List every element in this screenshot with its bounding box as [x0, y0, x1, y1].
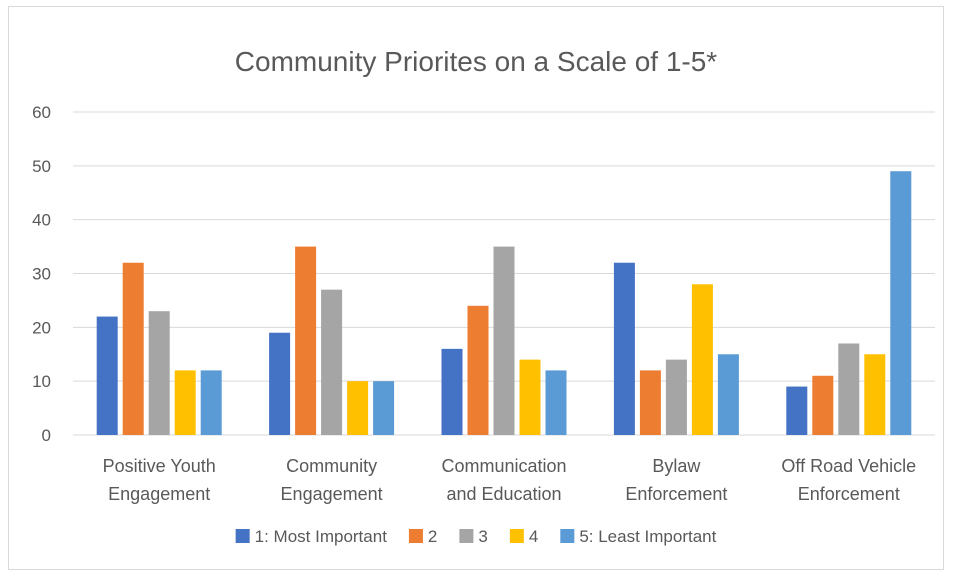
x-category-label: Engagement — [281, 484, 383, 504]
bar — [200, 370, 222, 435]
y-tick-label: 20 — [32, 318, 51, 337]
legend-label: 4 — [529, 527, 538, 546]
bar — [890, 171, 912, 435]
bar — [786, 386, 808, 435]
y-tick-label: 40 — [32, 211, 51, 230]
bars — [96, 171, 912, 435]
x-category-label: Community — [286, 456, 377, 476]
x-category-label: Bylaw — [652, 456, 701, 476]
y-tick-label: 10 — [32, 372, 51, 391]
chart-title: Community Priorites on a Scale of 1-5* — [235, 46, 718, 77]
y-tick-label: 30 — [32, 265, 51, 284]
bar — [295, 246, 317, 435]
bar — [321, 289, 343, 435]
bar — [441, 348, 463, 435]
bar — [174, 370, 196, 435]
bar — [148, 311, 170, 435]
bar — [812, 375, 834, 435]
bar — [838, 343, 860, 435]
y-axis-ticks: 0 10 20 30 40 50 60 — [32, 103, 51, 445]
bar — [519, 359, 541, 435]
bar — [613, 262, 635, 435]
x-category-label: Positive Youth — [103, 456, 216, 476]
legend-swatch — [408, 529, 423, 543]
bar — [96, 316, 118, 435]
bar — [493, 246, 515, 435]
bar — [717, 354, 739, 435]
legend-label: 5: Least Important — [579, 527, 716, 546]
legend-swatch — [509, 529, 524, 543]
bar — [691, 284, 713, 435]
legend-swatch — [560, 529, 575, 543]
bar — [122, 262, 144, 435]
y-tick-label: 0 — [42, 426, 51, 445]
x-category-label: Communication — [441, 456, 566, 476]
legend-label: 3 — [478, 527, 487, 546]
x-category-label: Enforcement — [625, 484, 727, 504]
bar — [373, 381, 395, 435]
y-tick-label: 50 — [32, 157, 51, 176]
legend-label: 1: Most Important — [255, 527, 388, 546]
bar — [467, 305, 489, 435]
bar-chart: Community Priorites on a Scale of 1-5* 0… — [32, 46, 935, 546]
x-category-label: and Education — [446, 484, 561, 504]
chart-frame: Community Priorites on a Scale of 1-5* 0… — [8, 6, 944, 570]
legend: 1: Most Important 2 3 4 5: Least Important — [235, 527, 717, 546]
y-tick-label: 60 — [32, 103, 51, 122]
x-category-label: Off Road Vehicle — [781, 456, 916, 476]
legend-swatch — [459, 529, 474, 543]
bar — [639, 370, 661, 435]
x-category-label: Engagement — [108, 484, 210, 504]
bar — [665, 359, 687, 435]
bar — [864, 354, 886, 435]
x-axis-categories: Positive Youth Engagement Community Engagem… — [103, 456, 917, 504]
x-category-label: Enforcement — [798, 484, 900, 504]
legend-swatch — [235, 529, 250, 543]
legend-label: 2 — [428, 527, 437, 546]
bar — [269, 332, 291, 435]
bar — [347, 381, 369, 435]
bar — [545, 370, 567, 435]
